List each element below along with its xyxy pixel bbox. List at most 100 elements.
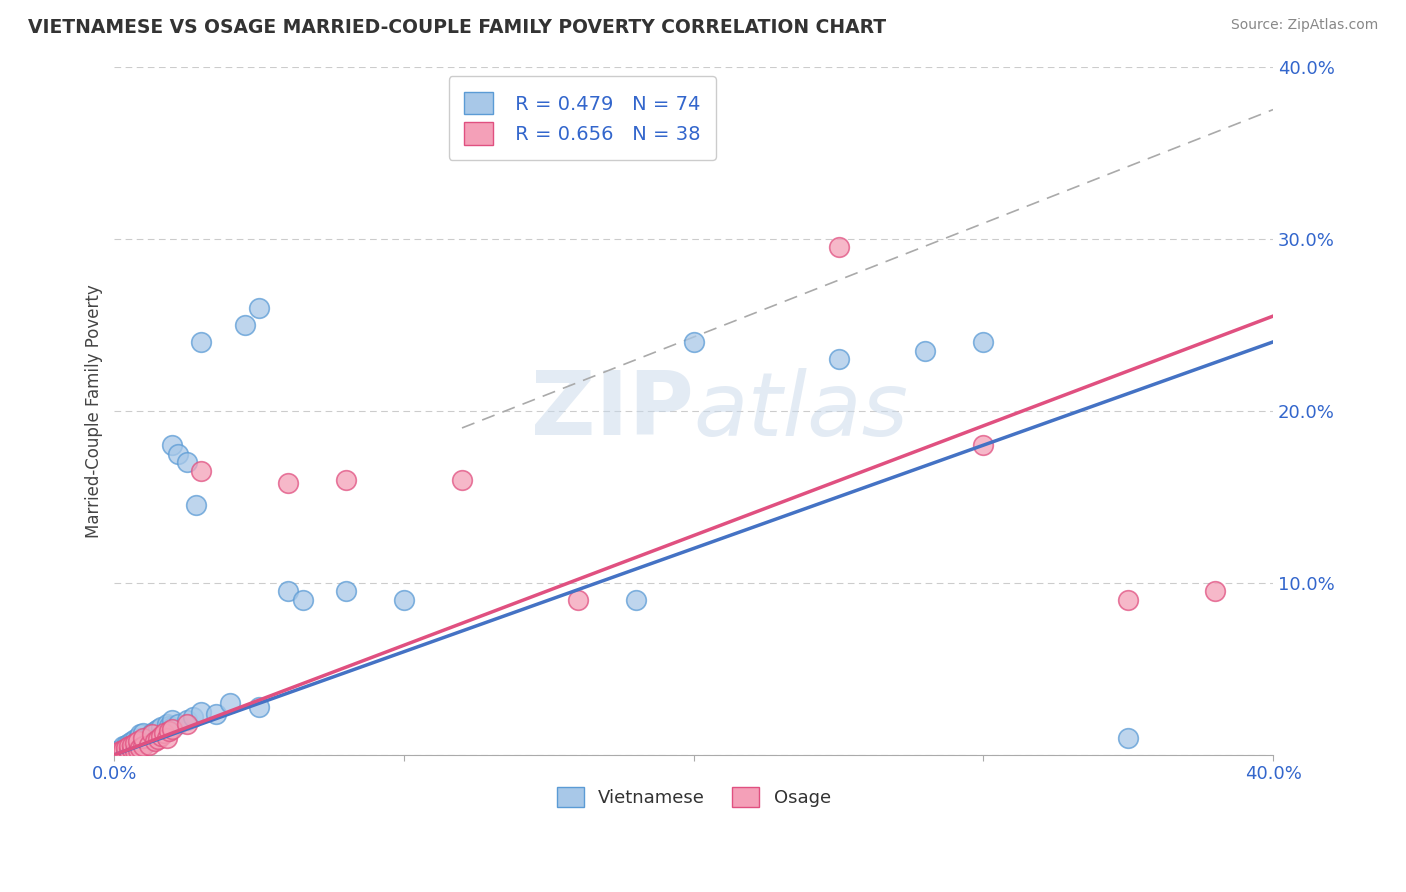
Point xyxy=(451,473,474,487)
Point xyxy=(152,725,174,739)
Point xyxy=(132,739,155,754)
Point xyxy=(129,741,152,756)
Point xyxy=(127,736,149,750)
Point xyxy=(335,584,357,599)
Point xyxy=(132,725,155,739)
Point xyxy=(115,746,138,760)
Point xyxy=(972,334,994,349)
Point xyxy=(129,739,152,754)
Point xyxy=(167,447,190,461)
Point xyxy=(121,744,143,758)
Point xyxy=(118,746,141,760)
Text: VIETNAMESE VS OSAGE MARRIED-COUPLE FAMILY POVERTY CORRELATION CHART: VIETNAMESE VS OSAGE MARRIED-COUPLE FAMIL… xyxy=(28,18,886,37)
Point xyxy=(567,593,589,607)
Point xyxy=(132,738,155,752)
Text: ZIP: ZIP xyxy=(531,368,693,454)
Point xyxy=(155,723,177,738)
Point xyxy=(112,743,135,757)
Point xyxy=(118,741,141,756)
Point xyxy=(184,499,207,513)
Point xyxy=(115,741,138,756)
Legend: Vietnamese, Osage: Vietnamese, Osage xyxy=(550,780,838,814)
Point xyxy=(233,318,256,332)
Point xyxy=(149,720,172,734)
Point xyxy=(135,736,157,750)
Point xyxy=(121,738,143,752)
Point xyxy=(127,731,149,745)
Point xyxy=(827,240,849,254)
Point xyxy=(219,696,242,710)
Point xyxy=(118,736,141,750)
Point xyxy=(277,476,299,491)
Point xyxy=(392,593,415,607)
Point xyxy=(124,732,146,747)
Point xyxy=(247,301,270,315)
Point xyxy=(129,734,152,748)
Point xyxy=(105,746,128,760)
Point xyxy=(167,717,190,731)
Point xyxy=(124,738,146,752)
Point xyxy=(143,723,166,738)
Point xyxy=(108,747,131,762)
Point xyxy=(141,732,163,747)
Point xyxy=(108,743,131,757)
Point xyxy=(141,725,163,739)
Point xyxy=(124,744,146,758)
Point xyxy=(112,739,135,754)
Point xyxy=(143,734,166,748)
Point xyxy=(118,744,141,758)
Point xyxy=(162,722,184,736)
Point xyxy=(146,729,169,743)
Point xyxy=(121,739,143,754)
Point xyxy=(176,714,198,728)
Point xyxy=(277,584,299,599)
Point xyxy=(162,720,184,734)
Y-axis label: Married-Couple Family Poverty: Married-Couple Family Poverty xyxy=(86,284,103,538)
Text: atlas: atlas xyxy=(693,368,908,454)
Point xyxy=(146,732,169,747)
Text: Source: ZipAtlas.com: Source: ZipAtlas.com xyxy=(1230,18,1378,32)
Point xyxy=(1204,584,1226,599)
Point xyxy=(190,705,212,719)
Point xyxy=(141,727,163,741)
Point xyxy=(108,746,131,760)
Point xyxy=(335,473,357,487)
Point xyxy=(115,743,138,757)
Point xyxy=(121,743,143,757)
Point xyxy=(138,738,160,752)
Point xyxy=(112,747,135,762)
Point xyxy=(108,744,131,758)
Point xyxy=(138,729,160,743)
Point xyxy=(1116,731,1139,745)
Point xyxy=(121,734,143,748)
Point xyxy=(159,722,181,736)
Point xyxy=(972,438,994,452)
Point xyxy=(149,729,172,743)
Point xyxy=(176,455,198,469)
Point xyxy=(115,746,138,760)
Point xyxy=(138,734,160,748)
Point xyxy=(118,739,141,754)
Point xyxy=(108,747,131,762)
Point xyxy=(135,731,157,745)
Point xyxy=(682,334,704,349)
Point xyxy=(190,464,212,478)
Point xyxy=(132,732,155,747)
Point xyxy=(1116,593,1139,607)
Point xyxy=(155,717,177,731)
Point xyxy=(162,714,184,728)
Point xyxy=(143,731,166,745)
Point xyxy=(124,736,146,750)
Point xyxy=(204,706,226,721)
Point xyxy=(914,343,936,358)
Point xyxy=(149,727,172,741)
Point xyxy=(124,743,146,757)
Point xyxy=(118,747,141,762)
Point xyxy=(181,710,204,724)
Point xyxy=(159,719,181,733)
Point xyxy=(155,731,177,745)
Point xyxy=(176,717,198,731)
Point xyxy=(112,744,135,758)
Point xyxy=(115,738,138,752)
Point xyxy=(105,746,128,760)
